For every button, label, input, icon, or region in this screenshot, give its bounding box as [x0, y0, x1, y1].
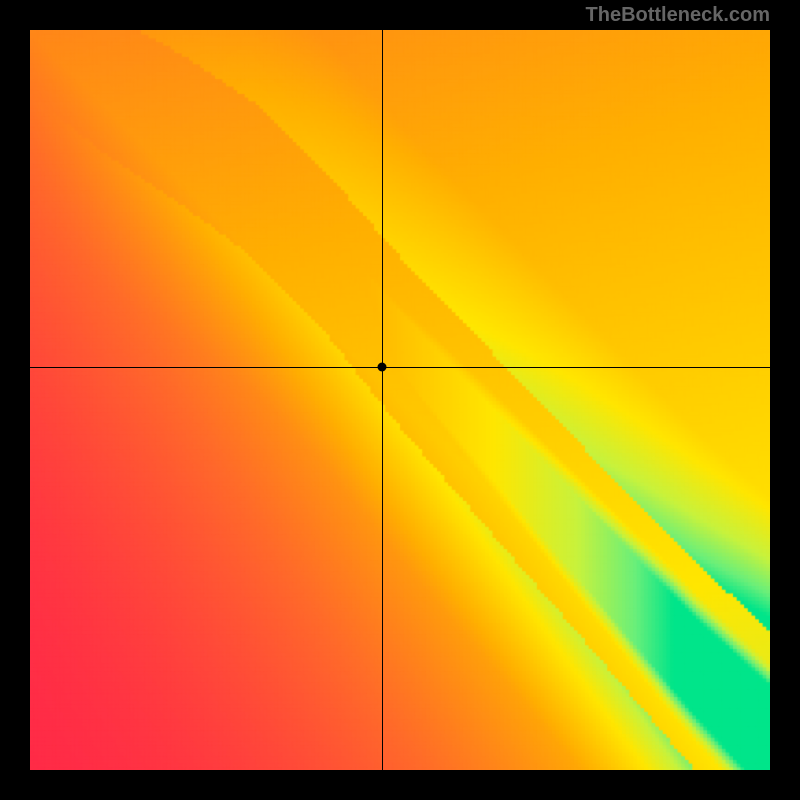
watermark-text: TheBottleneck.com: [586, 4, 770, 27]
crosshair-horizontal: [30, 367, 770, 368]
heatmap-canvas: [30, 30, 770, 770]
crosshair-vertical: [382, 30, 383, 770]
crosshair-marker-dot: [377, 362, 386, 371]
heatmap-plot: [30, 30, 770, 770]
